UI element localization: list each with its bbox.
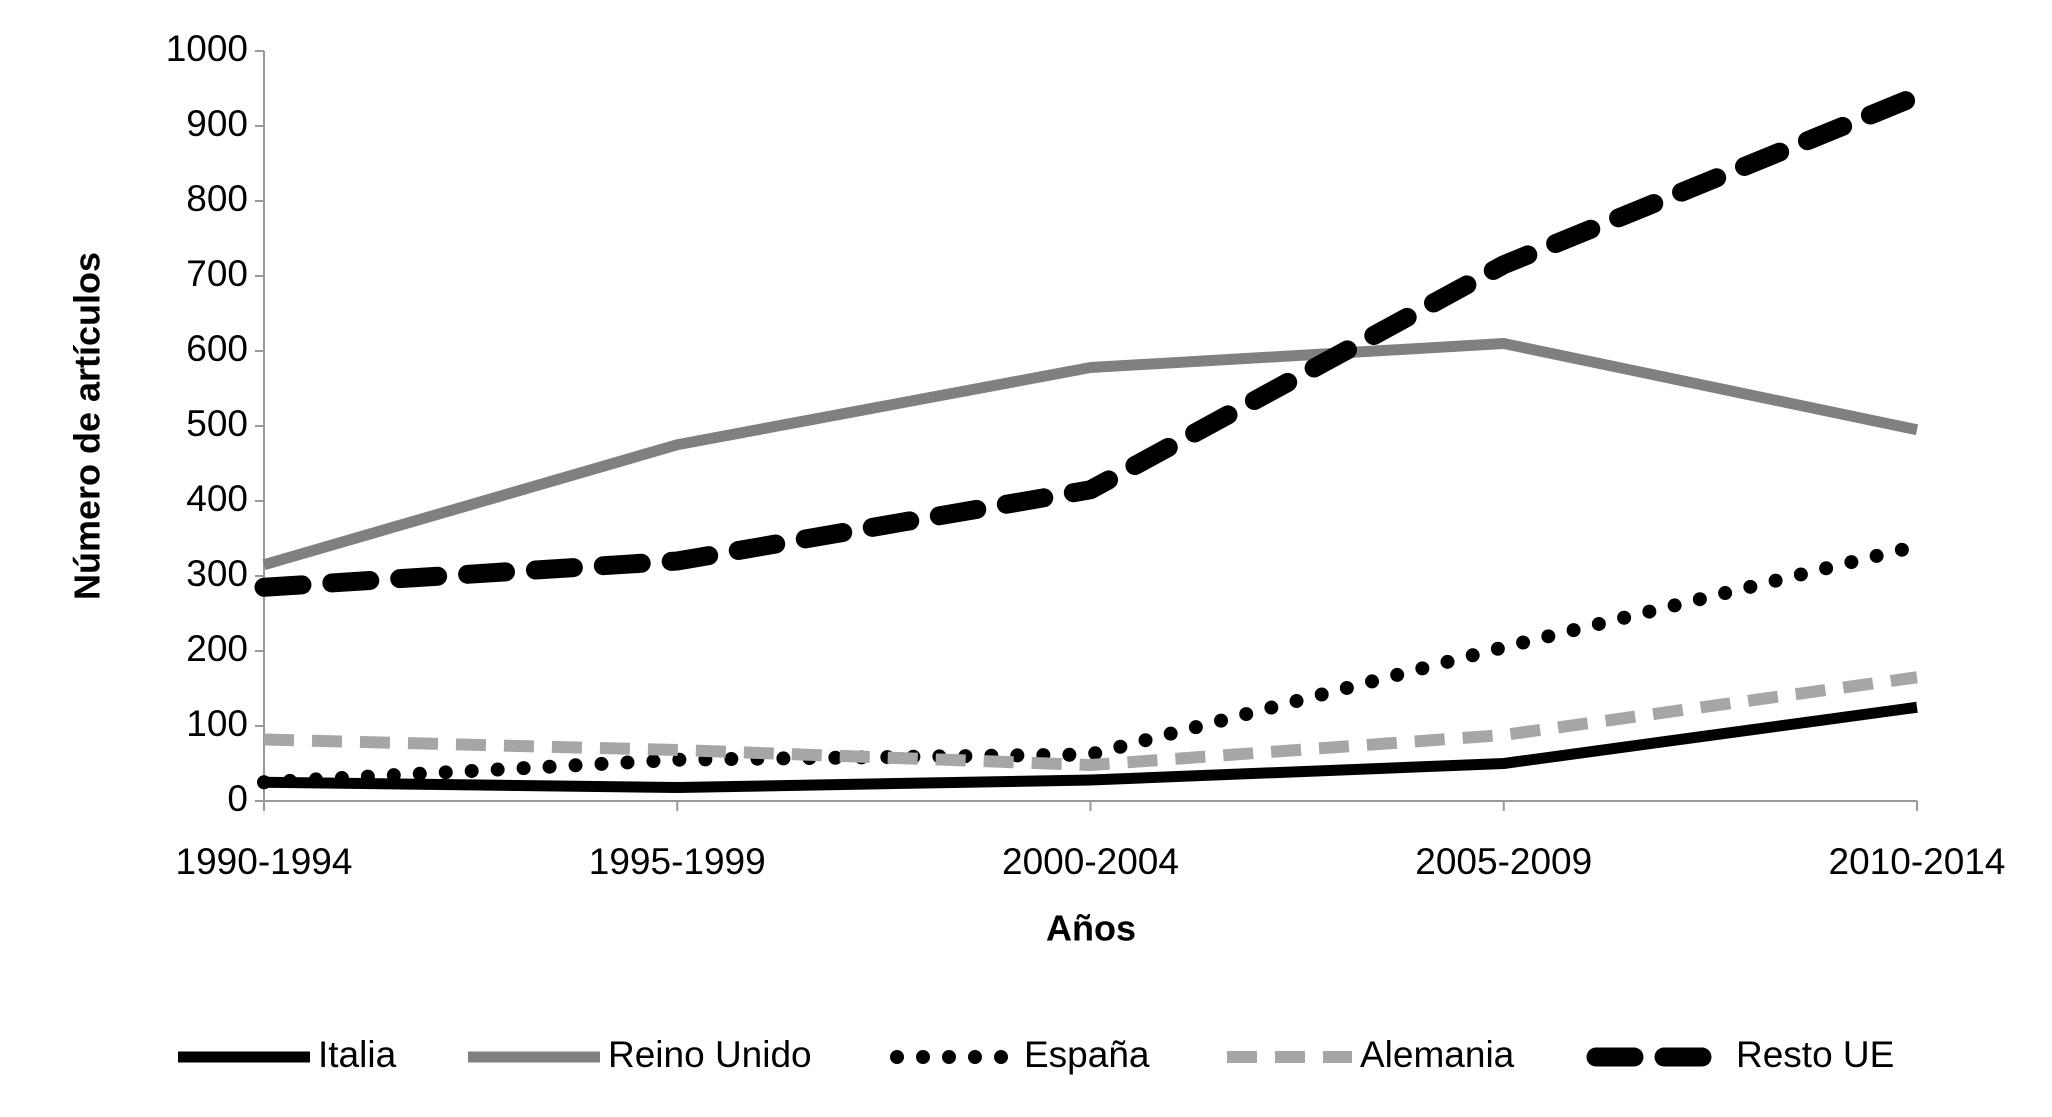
- y-tick-label: 100: [186, 703, 248, 744]
- y-tick-label: 200: [186, 628, 248, 669]
- y-tick-label: 1000: [166, 28, 248, 69]
- y-tick-label: 700: [186, 253, 248, 294]
- x-tick-label: 1990-1994: [176, 841, 353, 882]
- series-line: [262, 338, 1919, 571]
- legend-label: Alemania: [1360, 1034, 1515, 1075]
- x-tick-label: 1995-1999: [589, 841, 766, 882]
- legend-label: Resto UE: [1736, 1034, 1894, 1075]
- y-tick-label: 900: [186, 103, 248, 144]
- y-tick-label: 800: [186, 178, 248, 219]
- series-line: [263, 701, 1918, 793]
- x-tick-label: 2005-2009: [1415, 841, 1592, 882]
- x-axis-title: Años: [1046, 908, 1136, 949]
- series-line: [254, 86, 1927, 597]
- series-line: [263, 671, 1918, 771]
- y-tick-label: 400: [186, 478, 248, 519]
- x-tick-label: 2010-2014: [1829, 841, 2006, 882]
- legend-label: España: [1024, 1034, 1150, 1075]
- x-tick-label: 2000-2004: [1002, 841, 1179, 882]
- y-tick-label: 300: [186, 553, 248, 594]
- y-tick-label: 0: [227, 778, 248, 819]
- legend-label: Reino Unido: [608, 1034, 812, 1075]
- y-tick-label: 600: [186, 328, 248, 369]
- series-line: [257, 539, 1924, 790]
- y-axis-title: Número de artículos: [67, 252, 108, 600]
- legend-label: Italia: [318, 1034, 397, 1075]
- y-tick-label: 500: [186, 403, 248, 444]
